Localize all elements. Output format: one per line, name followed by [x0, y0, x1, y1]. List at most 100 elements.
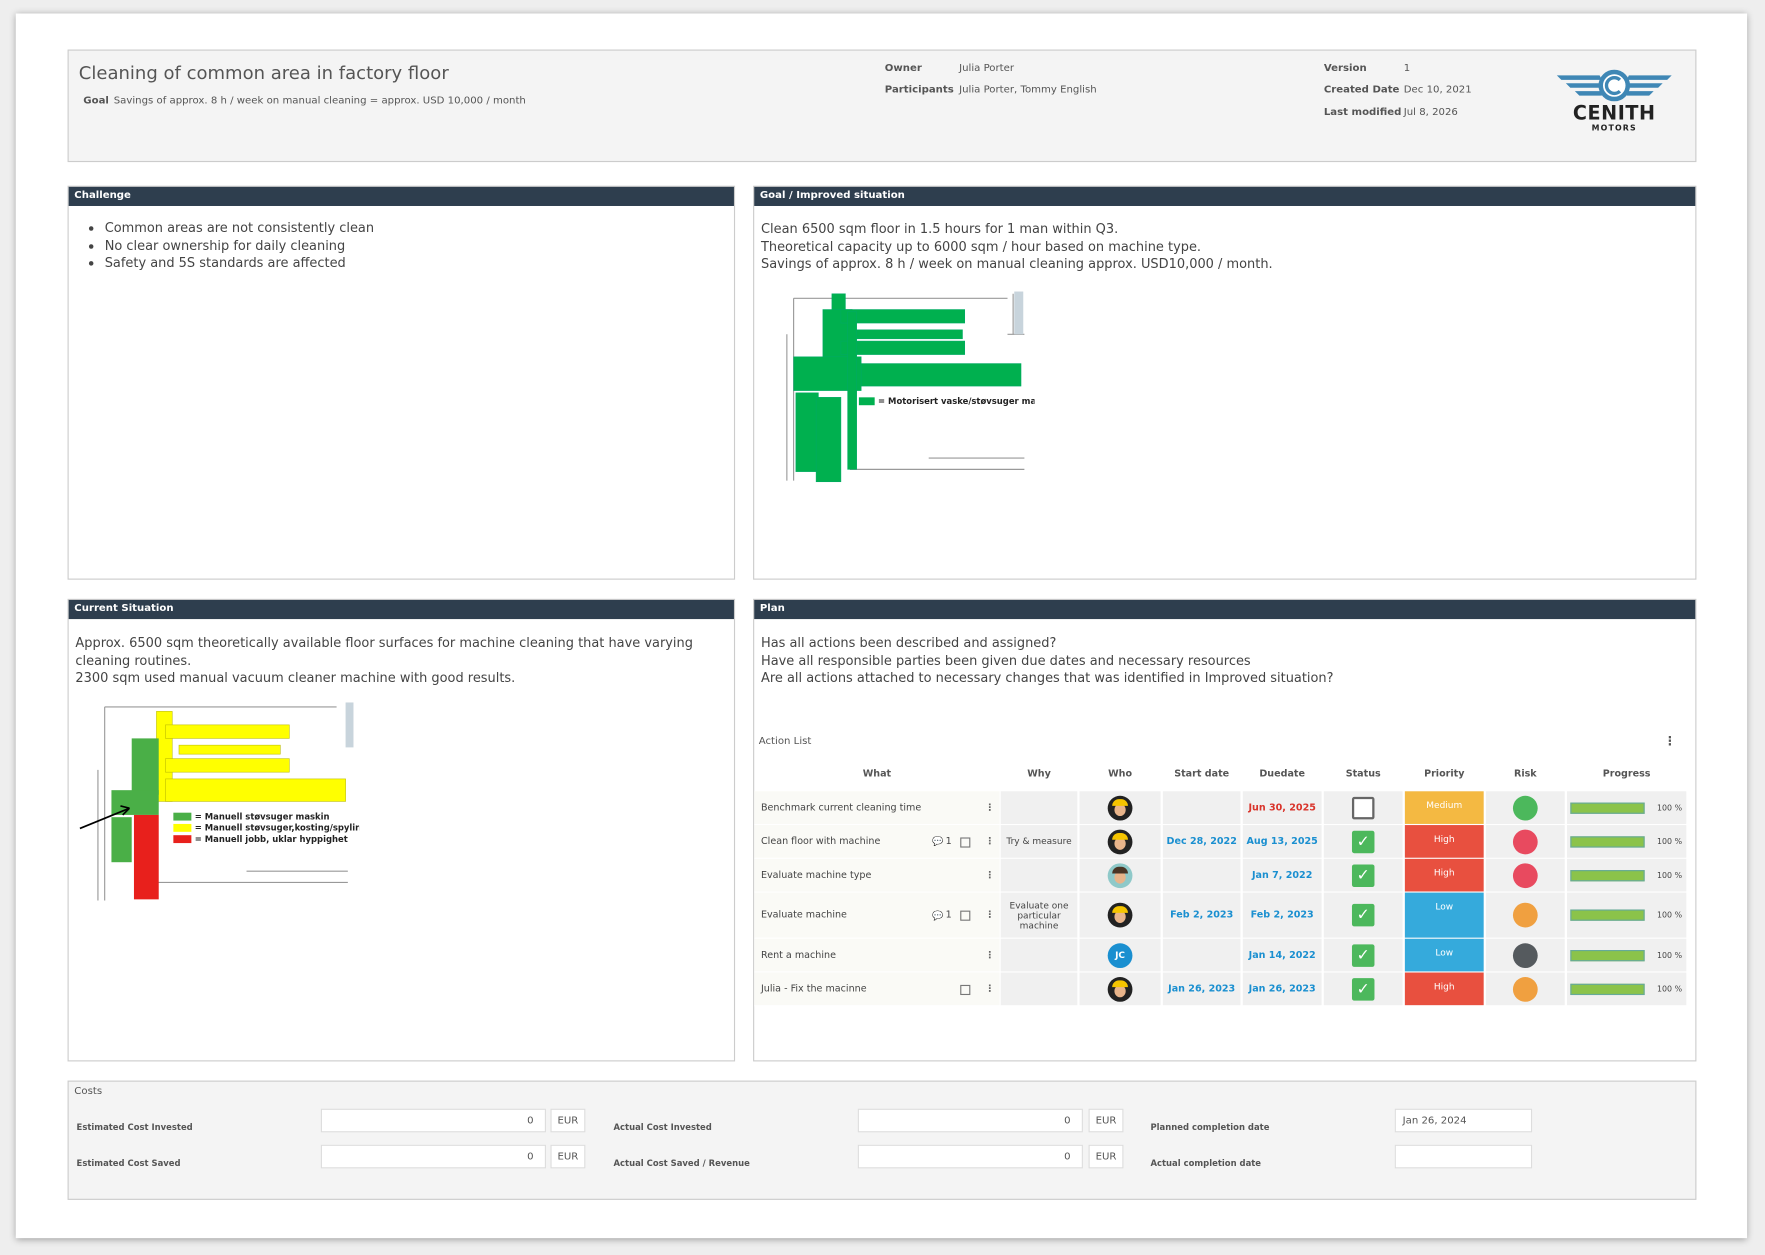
menu-button[interactable]: ⋮	[1663, 733, 1677, 749]
cell-bg	[754, 825, 1000, 858]
created-label: Created Date	[1323, 84, 1400, 96]
status-checkbox[interactable]: ✓	[1351, 943, 1375, 967]
cell-bg	[1000, 791, 1078, 824]
column-header: What	[862, 768, 892, 781]
cost-label: Actual completion date	[1150, 1158, 1262, 1169]
row-menu[interactable]: ⋮	[984, 983, 995, 995]
comment-icon[interactable]: 💬	[932, 910, 944, 921]
progress-label: 100 %	[1657, 910, 1683, 920]
legend-text: = Motorisert vaske/støvsuger maskin	[878, 396, 1034, 406]
version-label: Version	[1323, 63, 1367, 75]
action-what[interactable]: Benchmark current cleaning time	[760, 801, 922, 814]
cost-input[interactable]: 0	[320, 1144, 546, 1169]
copy-icon[interactable]	[960, 910, 971, 921]
cost-input[interactable]: 0	[320, 1108, 546, 1133]
status-checkbox[interactable]: ✓	[1351, 863, 1375, 887]
date-input[interactable]	[1394, 1144, 1533, 1169]
cell-bg	[1000, 972, 1078, 1006]
progress-bar	[1570, 909, 1645, 921]
copy-icon[interactable]	[960, 984, 971, 995]
due-date: Jan 7, 2022	[1251, 869, 1313, 881]
challenge-panel: Challenge Common areas are not consisten…	[67, 185, 736, 580]
progress-label: 100 %	[1657, 836, 1683, 846]
costs-title: Costs	[74, 1086, 103, 1098]
avatar-face	[1114, 870, 1126, 884]
cell-bg	[1162, 858, 1241, 892]
cost-input[interactable]: 0	[857, 1144, 1083, 1169]
cell-bg	[754, 938, 1000, 972]
text-line: Have all responsible parties been given …	[760, 652, 1251, 669]
action-what[interactable]: Evaluate machine type	[760, 869, 872, 881]
cell-bg	[1242, 791, 1322, 824]
avatar-face	[1114, 836, 1126, 850]
panel-title: Current Situation	[68, 599, 734, 620]
status-checkbox[interactable]: ✓	[1351, 903, 1375, 927]
cell-bg	[1000, 858, 1078, 892]
action-what[interactable]: Evaluate machine	[760, 909, 847, 921]
column-header: Who	[1108, 768, 1133, 781]
copy-icon[interactable]	[960, 836, 971, 848]
status-checkbox[interactable]	[1351, 796, 1375, 819]
currency: EUR	[1088, 1144, 1124, 1169]
progress-label: 100 %	[1657, 803, 1683, 813]
row-menu[interactable]: ⋮	[984, 869, 995, 881]
logo-name: CENITH	[1572, 102, 1656, 125]
improved-panel: Goal / Improved situation Clean 6500 sqm…	[753, 185, 1697, 580]
modified-label: Last modified	[1323, 106, 1402, 119]
start-date: Jan 26, 2023	[1168, 983, 1236, 995]
owner-label: Owner	[884, 63, 922, 75]
cost-label: Estimated Cost Invested	[76, 1122, 193, 1133]
row-menu[interactable]: ⋮	[984, 801, 995, 814]
text-line: Savings of approx. 8 h / week on manual …	[760, 255, 1273, 272]
progress-label: 100 %	[1657, 984, 1683, 994]
progress-bar	[1570, 949, 1645, 961]
cell-bg	[1242, 892, 1322, 938]
status-checkbox[interactable]: ✓	[1351, 977, 1375, 1001]
action-why: Try & measure	[1006, 836, 1072, 847]
column-header: Priority	[1424, 768, 1465, 781]
progress-bar	[1570, 869, 1645, 881]
status-checkbox[interactable]: ✓	[1351, 830, 1375, 853]
text-block: Has all actions been described and assig…	[761, 635, 1334, 687]
cell-bg	[1162, 938, 1241, 972]
avatar	[1107, 795, 1133, 820]
cost-label: Actual Cost Saved / Revenue	[613, 1158, 750, 1169]
header: Cleaning of common area in factory floor…	[67, 49, 1697, 163]
cell-bg	[1000, 938, 1078, 972]
comment-icon[interactable]: 💬	[932, 836, 944, 847]
action-row: Evaluate machine 💬 1 ⋮ Evaluate one particul…	[754, 892, 1687, 939]
comment-count: 1	[945, 835, 952, 848]
date-input[interactable]: Jan 26, 2024	[1394, 1108, 1533, 1133]
start-date: Feb 2, 2023	[1170, 909, 1234, 921]
text-line: Are all actions attached to necessary ch…	[760, 669, 1334, 686]
row-menu[interactable]: ⋮	[984, 949, 995, 961]
text-block: Clean 6500 sqm floor in 1.5 hours for 1 …	[761, 221, 1273, 273]
cost-input[interactable]: 0	[857, 1108, 1083, 1133]
goal: Savings of approx. 8 h / week on manual …	[113, 95, 526, 107]
action-what[interactable]: Clean floor with machine	[760, 835, 881, 848]
avatar	[1107, 902, 1133, 928]
currency: EUR	[550, 1144, 586, 1169]
cost-label: Actual Cost Invested	[613, 1122, 712, 1133]
costs-panel: Costs Planned completion date Jan 26, 20…	[67, 1080, 1697, 1200]
cell-bg	[1242, 858, 1322, 892]
cost-label: Estimated Cost Saved	[76, 1158, 181, 1169]
cell-bg	[754, 892, 1000, 938]
avatar	[1107, 862, 1133, 888]
row-menu[interactable]: ⋮	[984, 835, 995, 848]
text-block: Approx. 6500 sqm theoretically available…	[75, 635, 722, 687]
currency: EUR	[550, 1108, 586, 1133]
avatar	[1107, 829, 1133, 854]
action-what[interactable]: Rent a machine	[760, 949, 836, 961]
risk	[1512, 795, 1538, 820]
column-header: Duedate	[1259, 768, 1305, 781]
action-why: Evaluate one particular machine	[1009, 899, 1069, 931]
priority: High	[1404, 972, 1484, 1006]
action-what[interactable]: Julia - Fix the macinne	[760, 983, 867, 995]
progress-bar	[1570, 801, 1645, 814]
due-date: Jun 30, 2025	[1248, 801, 1316, 814]
row-menu[interactable]: ⋮	[984, 909, 995, 921]
plan-panel: Plan Has all actions been described and …	[753, 598, 1697, 1062]
avatar-hat	[1112, 798, 1128, 806]
